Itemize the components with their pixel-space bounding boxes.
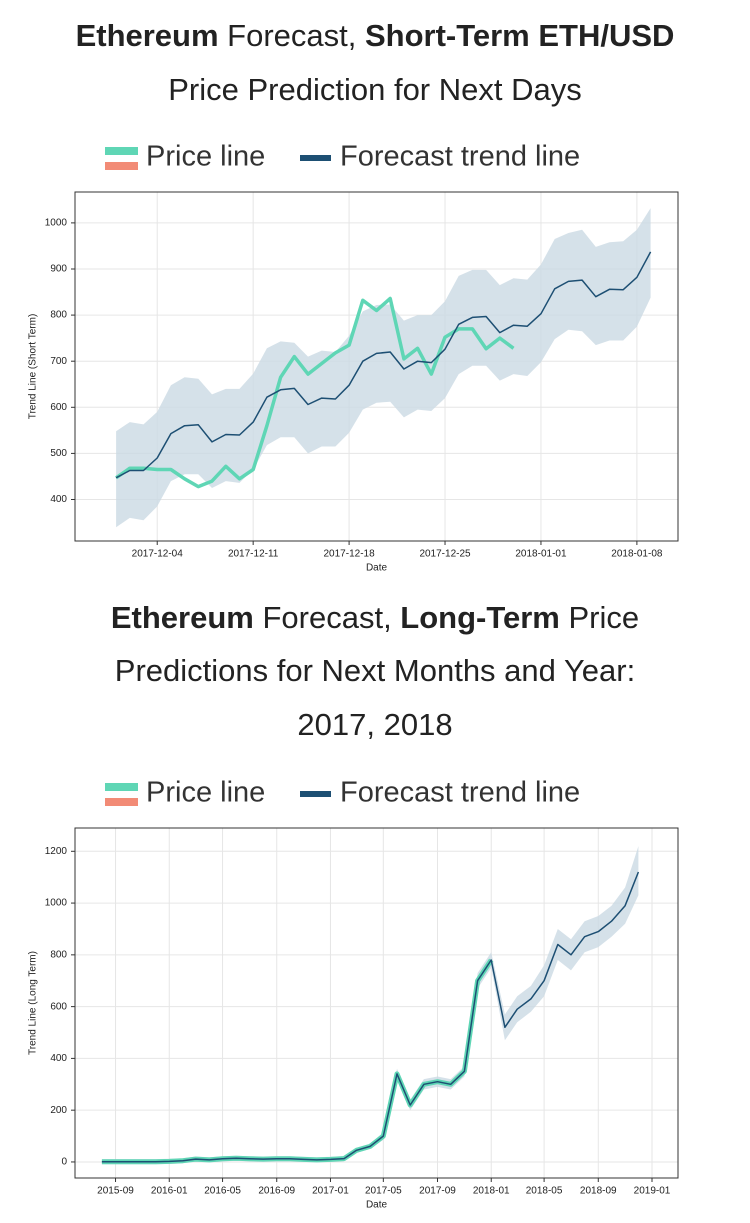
plot-area bbox=[75, 828, 678, 1178]
title-part: Price bbox=[560, 600, 639, 635]
x-tick-label: 2018-05 bbox=[526, 1186, 563, 1197]
y-tick-label: 600 bbox=[50, 1001, 67, 1012]
x-tick-label: 2017-01 bbox=[312, 1186, 349, 1197]
legend-label: Forecast trend line bbox=[340, 777, 580, 809]
x-tick-label: 2016-05 bbox=[204, 1186, 241, 1197]
x-tick-label: 2018-09 bbox=[580, 1186, 617, 1197]
title-part: Short-Term ETH/USD bbox=[365, 18, 674, 53]
x-tick-label: 2018-01-01 bbox=[515, 549, 567, 560]
chart-title: Ethereum Forecast, Long-Term Price bbox=[111, 600, 639, 635]
legend-swatch bbox=[105, 798, 138, 806]
legend-label: Price line bbox=[146, 141, 265, 173]
x-tick-label: 2017-12-25 bbox=[419, 549, 471, 560]
x-tick-label: 2017-05 bbox=[365, 1186, 402, 1197]
y-tick-label: 700 bbox=[50, 356, 67, 367]
title-part: Long-Term bbox=[400, 600, 560, 635]
plot-frame bbox=[74, 827, 679, 1179]
y-tick-label: 600 bbox=[50, 402, 67, 413]
x-tick-label: 2017-12-11 bbox=[228, 549, 279, 560]
y-tick-label: 400 bbox=[50, 494, 67, 505]
y-tick-label: 800 bbox=[50, 310, 67, 321]
title-part: Price Prediction for Next Days bbox=[168, 72, 581, 107]
legend-label: Forecast trend line bbox=[340, 141, 580, 173]
y-tick-label: 1000 bbox=[45, 898, 68, 909]
x-tick-label: 2017-09 bbox=[419, 1186, 456, 1197]
y-axis-label: Trend Line (Short Term) bbox=[28, 314, 39, 420]
confidence-band bbox=[101, 846, 639, 1165]
legend-swatch bbox=[105, 783, 138, 791]
series-line bbox=[115, 296, 515, 489]
x-tick-label: 2016-01 bbox=[151, 1186, 188, 1197]
chart-title: 2017, 2018 bbox=[297, 707, 452, 742]
y-tick-label: 1200 bbox=[45, 846, 68, 857]
y-tick-label: 0 bbox=[61, 1157, 67, 1168]
x-tick-label: 2017-12-04 bbox=[132, 549, 184, 560]
chart-title: Predictions for Next Months and Year: bbox=[115, 653, 635, 688]
series-line bbox=[101, 871, 640, 1163]
title-part: Predictions for Next Months and Year: bbox=[115, 653, 635, 688]
y-tick-label: 400 bbox=[50, 1053, 67, 1064]
title-part: Ethereum bbox=[111, 600, 254, 635]
title-part: Ethereum bbox=[76, 18, 219, 53]
y-tick-label: 500 bbox=[50, 448, 67, 459]
x-tick-label: 2018-01-08 bbox=[611, 549, 663, 560]
title-part: Forecast, bbox=[219, 18, 365, 53]
y-axis-label: Trend Line (Long Term) bbox=[28, 951, 39, 1055]
title-part: 2017, 2018 bbox=[297, 707, 452, 742]
chart-title: Ethereum Forecast, Short-Term ETH/USD bbox=[76, 18, 675, 53]
x-tick-label: 2018-01 bbox=[473, 1186, 510, 1197]
legend-swatch bbox=[105, 162, 138, 170]
legend-swatch bbox=[105, 147, 138, 155]
x-tick-label: 2015-09 bbox=[97, 1186, 134, 1197]
series-line bbox=[115, 251, 652, 479]
y-tick-label: 900 bbox=[50, 264, 67, 275]
confidence-band bbox=[116, 208, 651, 528]
plot-frame bbox=[74, 191, 679, 542]
title-part: Forecast, bbox=[254, 600, 400, 635]
legend-swatch bbox=[300, 791, 331, 797]
y-tick-label: 200 bbox=[50, 1105, 67, 1116]
y-tick-label: 1000 bbox=[45, 218, 68, 229]
legend-label: Price line bbox=[146, 777, 265, 809]
x-axis-label: Date bbox=[366, 1200, 388, 1211]
x-tick-label: 2017-12-18 bbox=[324, 549, 376, 560]
x-axis-label: Date bbox=[366, 563, 388, 574]
y-tick-label: 800 bbox=[50, 949, 67, 960]
legend-swatch bbox=[300, 155, 331, 161]
chart-title: Price Prediction for Next Days bbox=[168, 72, 581, 107]
x-tick-label: 2016-09 bbox=[258, 1186, 295, 1197]
x-tick-label: 2019-01 bbox=[634, 1186, 671, 1197]
